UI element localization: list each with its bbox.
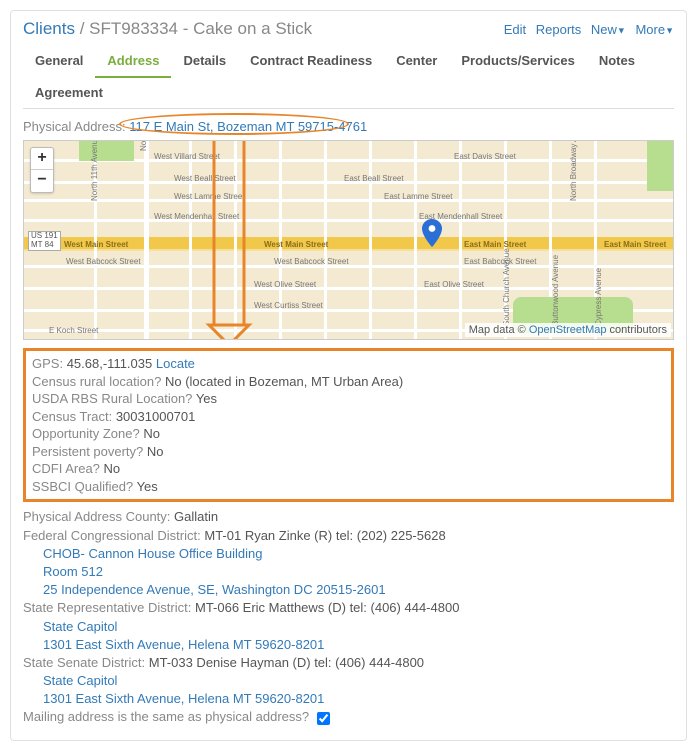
fed-building-link[interactable]: CHOB- Cannon House Office Building	[43, 546, 262, 561]
map-label-w-beall: West Beall Street	[174, 174, 236, 183]
map-label-e-babcock: East Babcock Street	[464, 257, 536, 266]
map-label-east-main-2: East Main Street	[604, 240, 666, 249]
census-rural-value: No (located in Bozeman, MT Urban Area)	[165, 374, 403, 389]
fed-dist-value: MT-01 Ryan Zinke (R) tel: (202) 225-5628	[204, 528, 445, 543]
map-label-west-main: West Main Street	[64, 240, 128, 249]
tract-value: 30031000701	[116, 409, 196, 424]
tab-center[interactable]: Center	[384, 45, 449, 77]
client-detail-panel: Clients / SFT983334 - Cake on a Stick Ed…	[10, 10, 687, 741]
map-label-cypress: Cypress Avenue	[594, 268, 603, 326]
tab-details[interactable]: Details	[171, 45, 238, 77]
cdfi-label: CDFI Area?	[32, 461, 100, 476]
oz-label: Opportunity Zone?	[32, 426, 140, 441]
breadcrumb: Clients / SFT983334 - Cake on a Stick	[23, 19, 312, 39]
tab-general[interactable]: General	[23, 45, 95, 77]
tab-products-services[interactable]: Products/Services	[449, 45, 586, 77]
mailing-same-checkbox[interactable]	[317, 712, 330, 725]
reports-link[interactable]: Reports	[536, 22, 582, 37]
tract-label: Census Tract:	[32, 409, 112, 424]
breadcrumb-root-link[interactable]: Clients	[23, 19, 75, 38]
state-sen-value: MT-033 Denise Hayman (D) tel: (406) 444-…	[149, 655, 424, 670]
map-label-e-olive: East Olive Street	[424, 280, 484, 289]
tab-address[interactable]: Address	[95, 45, 171, 78]
map-pin-icon	[422, 219, 442, 247]
fed-address-link[interactable]: 25 Independence Avenue, SE, Washington D…	[43, 582, 386, 597]
usda-label: USDA RBS Rural Location?	[32, 391, 192, 406]
district-details: Physical Address County: Gallatin Federa…	[23, 508, 674, 727]
map-label-w-mend: West Mendenhall Street	[154, 212, 239, 221]
map-label-w-lamme: West Lamme Street	[174, 192, 245, 201]
oz-value: No	[143, 426, 160, 441]
gps-label: GPS:	[32, 356, 63, 371]
state-sen-label: State Senate District:	[23, 655, 145, 670]
state-rep-address-link[interactable]: 1301 East Sixth Avenue, Helena MT 59620-…	[43, 637, 324, 652]
state-sen-building-link[interactable]: State Capitol	[43, 673, 117, 688]
county-label: Physical Address County:	[23, 509, 170, 524]
new-menu[interactable]: New▼	[591, 22, 626, 37]
locate-link[interactable]: Locate	[156, 356, 195, 371]
geo-info-box: GPS: 45.68,-111.035 Locate Census rural …	[23, 348, 674, 502]
header-actions: Edit Reports New▼ More▼	[498, 22, 674, 37]
map-label-e-koch: E Koch Street	[49, 326, 98, 335]
map-attribution: Map data © OpenStreetMap contributors	[465, 323, 671, 337]
census-rural-label: Census rural location?	[32, 374, 161, 389]
state-rep-value: MT-066 Eric Matthews (D) tel: (406) 444-…	[195, 600, 459, 615]
mailing-same-label: Mailing address is the same as physical …	[23, 709, 309, 724]
tab-contract-readiness[interactable]: Contract Readiness	[238, 45, 384, 77]
route-shield-us191: US 191 MT 84	[28, 231, 61, 251]
map-label-e-lamme: East Lamme Street	[384, 192, 452, 201]
state-rep-building-link[interactable]: State Capitol	[43, 619, 117, 634]
ssbci-label: SSBCI Qualified?	[32, 479, 133, 494]
more-menu[interactable]: More▼	[635, 22, 674, 37]
physical-address-row: Physical Address: 117 E Main St, Bozeman…	[23, 119, 674, 134]
map-label-w-babcock: West Babcock Street	[66, 257, 141, 266]
breadcrumb-current: SFT983334 - Cake on a Stick	[89, 19, 312, 38]
cdfi-value: No	[104, 461, 121, 476]
ssbci-value: Yes	[137, 479, 158, 494]
fed-room-link[interactable]: Room 512	[43, 564, 103, 579]
gps-value: 45.68,-111.035	[67, 356, 153, 371]
map-label-w-villard: West Villard Street	[154, 152, 220, 161]
fed-dist-label: Federal Congressional District:	[23, 528, 201, 543]
physical-address-label: Physical Address:	[23, 119, 126, 134]
zoom-in-button[interactable]: +	[31, 148, 53, 170]
map-label-church: South Church Avenue	[502, 248, 511, 326]
map-label-e-davis: East Davis Street	[454, 152, 516, 161]
map-label-w-curtiss: West Curtiss Street	[254, 301, 323, 310]
state-rep-label: State Representative District:	[23, 600, 191, 615]
state-sen-address-link[interactable]: 1301 East Sixth Avenue, Helena MT 59620-…	[43, 691, 324, 706]
tab-agreement[interactable]: Agreement	[23, 77, 115, 108]
physical-address-link[interactable]: 117 E Main St, Bozeman MT 59715-4761	[129, 119, 367, 134]
county-value: Gallatin	[174, 509, 218, 524]
tab-bar: General Address Details Contract Readine…	[23, 45, 674, 109]
map-label-n7th: North 7th Avenue	[139, 140, 148, 151]
pp-label: Persistent poverty?	[32, 444, 143, 459]
map-label-n11th: North 11th Avenue	[90, 140, 99, 201]
map-label-broadway: North Broadway Avenue	[569, 140, 578, 201]
breadcrumb-sep: /	[80, 19, 85, 38]
zoom-out-button[interactable]: −	[31, 170, 53, 192]
map-label-east-main: East Main Street	[464, 240, 526, 249]
map-zoom-control: + −	[30, 147, 54, 193]
page-header: Clients / SFT983334 - Cake on a Stick Ed…	[23, 19, 674, 39]
osm-link[interactable]: OpenStreetMap	[529, 324, 607, 336]
map[interactable]: West Main Street West Main Street East M…	[23, 140, 674, 340]
map-label-buttonwood: Buttonwood Avenue	[551, 255, 560, 326]
map-label-e-beall: East Beall Street	[344, 174, 404, 183]
usda-value: Yes	[196, 391, 217, 406]
pp-value: No	[147, 444, 164, 459]
map-label-west-main-2: West Main Street	[264, 240, 328, 249]
edit-link[interactable]: Edit	[504, 22, 526, 37]
map-label-w-olive: West Olive Street	[254, 280, 316, 289]
map-label-w-babcock-2: West Babcock Street	[274, 257, 349, 266]
tab-notes[interactable]: Notes	[587, 45, 647, 77]
